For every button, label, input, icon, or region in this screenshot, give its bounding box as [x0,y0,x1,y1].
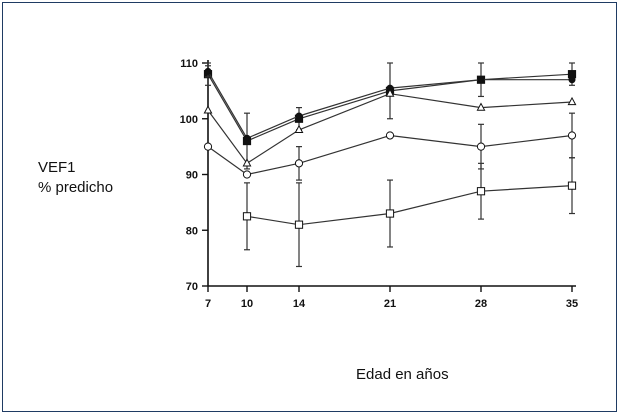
series-line-2 [207,93,573,165]
data-point-square-open [567,181,577,190]
data-point-triangle-open [203,105,213,114]
data-point-circle-filled [568,76,576,84]
y-axis-label: VEF1 % predicho [38,158,113,198]
data-point-triangle-open [385,88,395,97]
y-tick-label: 100 [180,114,198,126]
data-point-triangle-open [476,102,486,111]
figure-frame [2,2,617,412]
data-point-circle-open [203,142,213,151]
data-point-square-open [385,209,395,218]
data-point-circle-open [242,170,252,179]
data-point-circle-filled [204,67,212,75]
x-tick-label: 21 [384,298,396,310]
data-point-circle-open [476,142,486,151]
data-point-square-open [242,212,252,221]
data-point-circle-filled [477,76,485,84]
y-tick-label: 90 [186,170,198,182]
series-line-1 [207,71,572,140]
y-tick-label: 70 [186,281,198,293]
x-tick-label: 7 [205,298,211,310]
x-tick-label: 35 [566,298,578,310]
x-tick-label: 14 [293,298,306,310]
data-point-circle-open [567,131,577,140]
x-tick-label: 10 [241,298,253,310]
data-point-triangle-open [242,158,252,167]
x-tick-label: 28 [475,298,487,310]
data-point-square-open [294,220,304,229]
x-axis-label: Edad en años [356,366,449,383]
data-point-circle-filled [295,112,303,120]
y-tick-label: 110 [180,58,198,70]
data-point-circle-open [294,159,304,168]
data-point-square-open [476,187,486,196]
data-point-triangle-open [294,124,304,133]
y-axis-label-line2: % predicho [38,179,114,196]
y-axis-label-line1: VEF1 [38,159,76,176]
data-point-triangle-open [567,96,577,106]
y-tick-label: 80 [186,225,198,237]
series-line-0 [207,73,573,142]
series-line-4 [246,185,573,226]
data-point-circle-filled [243,134,251,142]
series-line-3 [207,134,573,176]
data-point-circle-open [385,131,395,140]
